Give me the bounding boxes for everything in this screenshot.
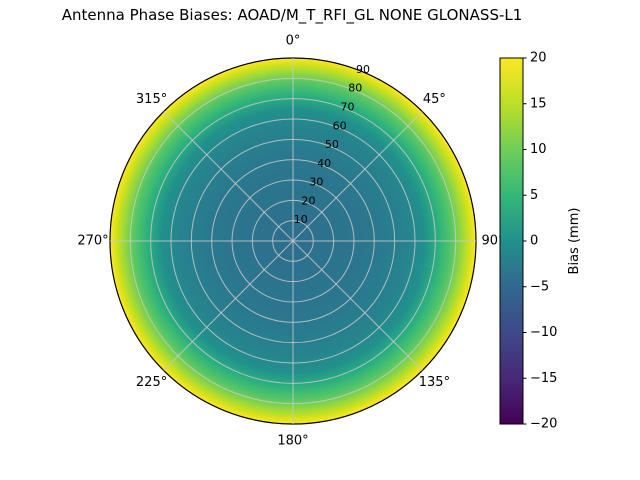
radial-tick-labels: 10 20 30 40 50 60 70 80 90 — [294, 63, 370, 226]
colorbar — [499, 57, 524, 425]
grid-spoke — [163, 111, 294, 242]
grid-spoke — [292, 111, 423, 242]
radial-tick-label: 20 — [302, 194, 316, 207]
angle-labels: 0° 45° 90° 135° 180° 225° 270° 315° — [77, 34, 504, 449]
colorbar-tick-label: 20 — [530, 51, 547, 66]
angle-label: 0° — [286, 34, 301, 49]
radial-tick-label: 30 — [309, 176, 323, 189]
radial-tick-label: 40 — [317, 157, 331, 170]
chart-title: Antenna Phase Biases: AOAD/M_T_RFI_GL NO… — [62, 6, 523, 25]
radial-tick-label: 70 — [340, 101, 354, 114]
colorbar-ticks: 20 15 10 5 0 −5 −10 −15 −20 — [523, 51, 557, 432]
grid-spoke — [163, 240, 294, 371]
colorbar-tick-label: 5 — [530, 188, 538, 203]
angle-label: 270° — [77, 234, 108, 249]
radial-tick-label: 10 — [294, 213, 308, 226]
colorbar-tick-label: −15 — [530, 371, 557, 386]
radial-tick-label: 60 — [333, 119, 347, 132]
colorbar-tick-label: −20 — [530, 417, 557, 432]
colorbar-tick-label: −5 — [530, 279, 549, 294]
grid-spoke — [292, 240, 423, 371]
colorbar-label: Bias (mm) — [567, 208, 582, 275]
colorbar-tick-label: 0 — [530, 234, 538, 249]
angle-label: 135° — [419, 375, 450, 390]
angle-label: 45° — [423, 92, 446, 107]
radial-tick-label: 90 — [356, 63, 370, 76]
radial-tick-label: 80 — [348, 82, 362, 95]
angle-label: 315° — [136, 92, 167, 107]
radial-tick-label: 50 — [325, 138, 339, 151]
colorbar-tick-label: −10 — [530, 325, 557, 340]
angle-label: 90° — [481, 234, 504, 249]
polar-grid — [110, 58, 476, 424]
colorbar-tick-label: 15 — [530, 96, 547, 111]
colorbar-tick-label: 10 — [530, 142, 547, 157]
angle-label: 180° — [277, 434, 308, 449]
angle-label: 225° — [136, 375, 167, 390]
